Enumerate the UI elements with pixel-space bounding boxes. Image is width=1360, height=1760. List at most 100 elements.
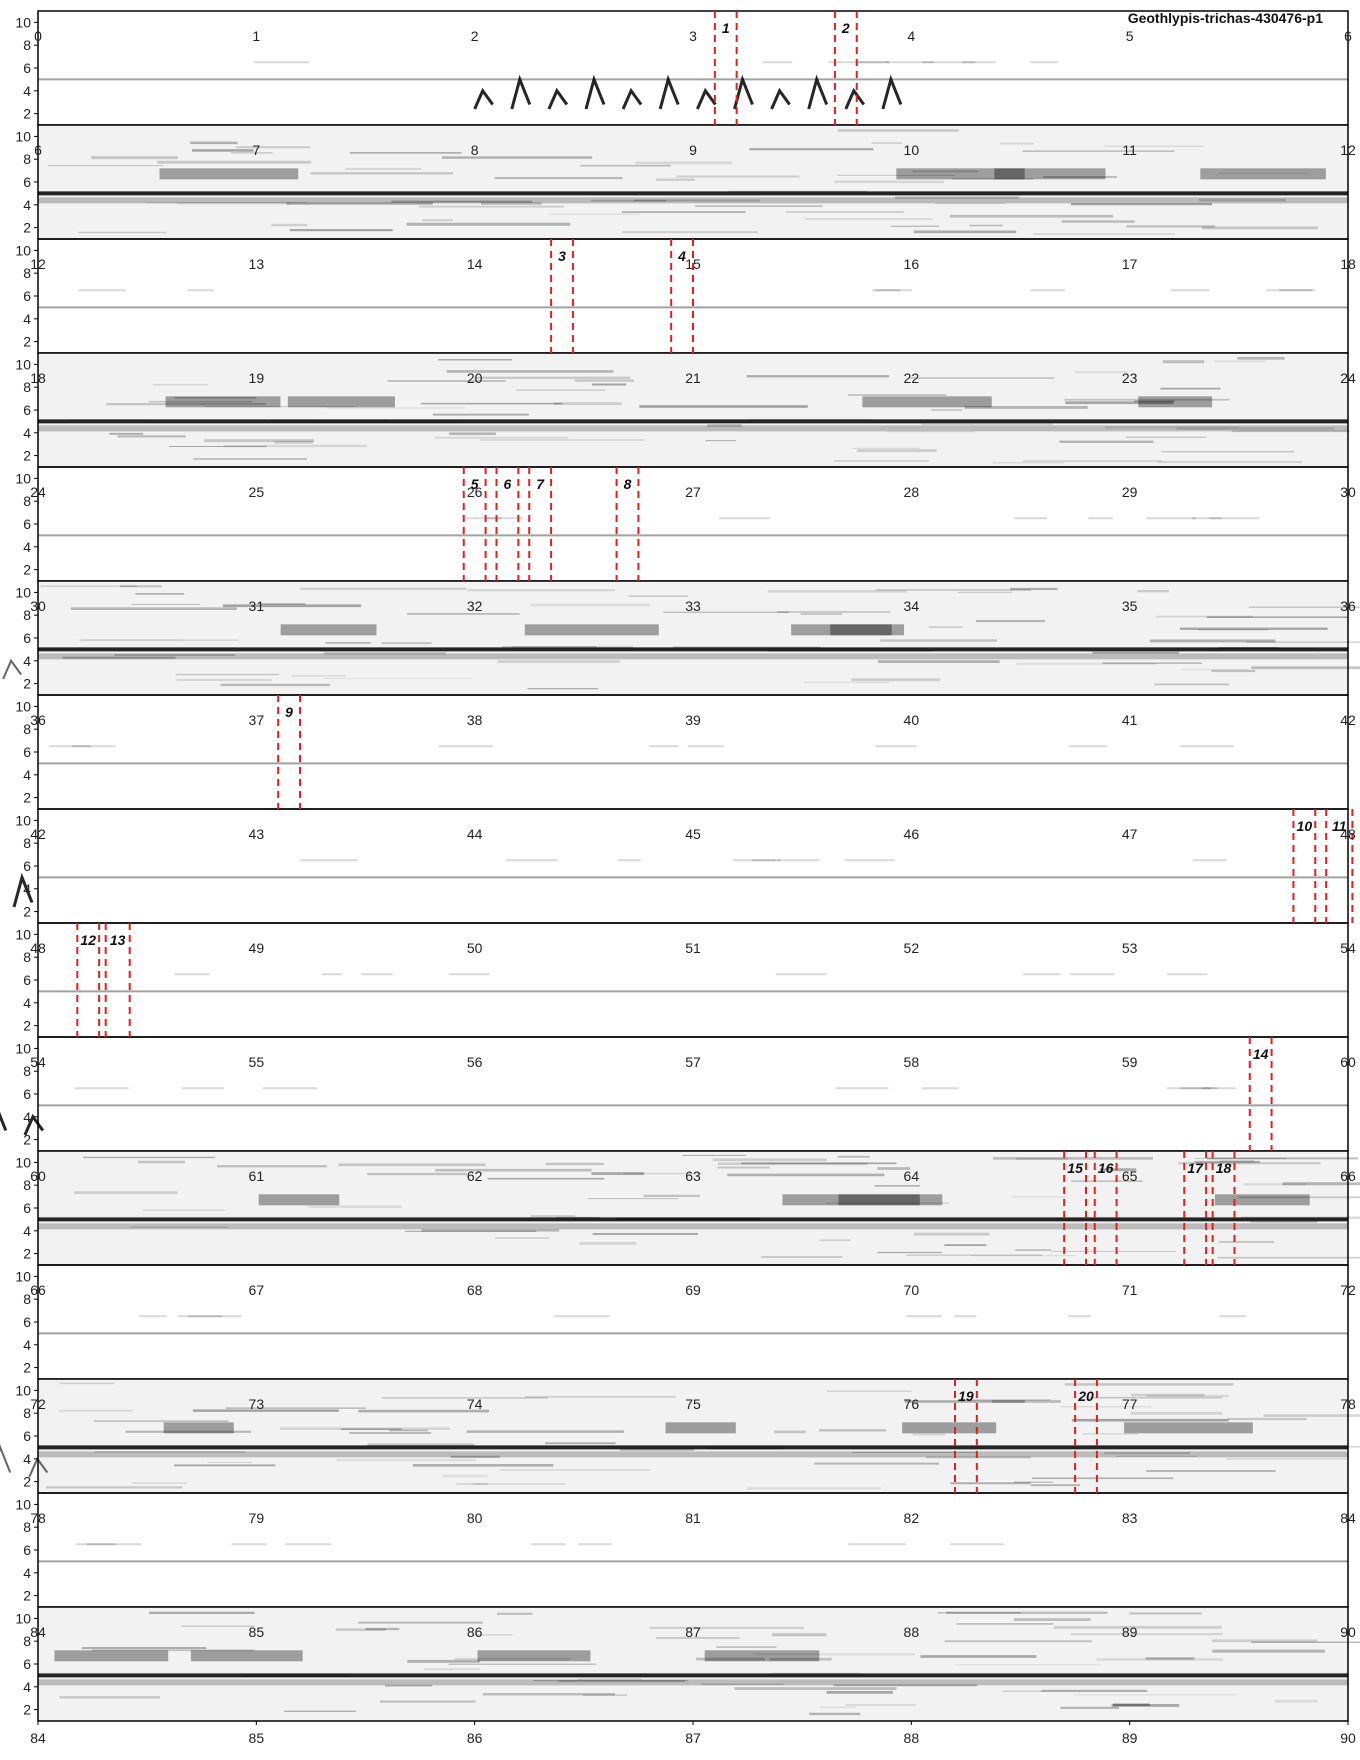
spectrogram-row xyxy=(37,1606,1360,1722)
y-tick-label: 10 xyxy=(15,1154,31,1170)
syllable-marker: 15 xyxy=(1063,1151,1087,1265)
x-tick-label: 23 xyxy=(1122,370,1138,386)
marker-label: 1 xyxy=(722,20,730,36)
syllable-marker: 5 xyxy=(462,467,487,581)
y-tick-label: 8 xyxy=(23,1291,31,1307)
spectrogram-row xyxy=(37,1492,1349,1608)
x-tick-label: 2 xyxy=(471,28,479,44)
y-tick-label: 4 xyxy=(23,653,31,669)
bottom-x-tick-label: 85 xyxy=(249,1730,265,1746)
syllable-marker: 4 xyxy=(670,239,694,353)
y-tick-label: 6 xyxy=(23,630,31,646)
marker-label: 6 xyxy=(504,476,512,492)
syllable-marker: 17 xyxy=(1183,1151,1208,1265)
y-tick-label: 4 xyxy=(23,1565,31,1581)
y-tick-label: 8 xyxy=(23,265,31,281)
syllable-marker: 2 xyxy=(833,11,858,125)
y-tick-label: 10 xyxy=(15,128,31,144)
y-tick-label: 2 xyxy=(23,1132,31,1148)
y-tick-label: 6 xyxy=(23,1314,31,1330)
x-tick-label: 35 xyxy=(1122,598,1138,614)
x-tick-label: 6 xyxy=(34,142,42,158)
y-tick-label: 2 xyxy=(23,1246,31,1262)
y-tick-label: 6 xyxy=(23,1428,31,1444)
marker-label: 3 xyxy=(558,248,566,264)
noise-background xyxy=(38,1607,1348,1721)
x-tick-label: 67 xyxy=(249,1282,265,1298)
x-tick-label: 43 xyxy=(249,826,265,842)
y-tick-label: 6 xyxy=(23,1656,31,1672)
marker-label: 2 xyxy=(841,20,850,36)
y-tick-label: 10 xyxy=(15,584,31,600)
x-tick-label: 78 xyxy=(1340,1396,1356,1412)
y-tick-label: 10 xyxy=(15,356,31,372)
spectrogram-row xyxy=(37,1264,1349,1380)
syllable-marker: 11 xyxy=(1325,809,1354,923)
x-tick-label: 52 xyxy=(904,940,920,956)
marker-label: 19 xyxy=(958,1388,974,1404)
x-tick-label: 40 xyxy=(904,712,920,728)
y-tick-label: 4 xyxy=(23,83,31,99)
x-tick-label: 47 xyxy=(1122,826,1138,842)
x-tick-label: 34 xyxy=(904,598,920,614)
y-tick-label: 2 xyxy=(23,676,31,692)
x-tick-label: 58 xyxy=(904,1054,920,1070)
x-tick-label: 26 xyxy=(467,484,483,500)
x-tick-label: 89 xyxy=(1122,1624,1138,1640)
x-tick-label: 18 xyxy=(1340,256,1356,272)
x-tick-label: 78 xyxy=(30,1510,46,1526)
spectrogram-row xyxy=(37,694,1349,810)
x-tick-label: 15 xyxy=(685,256,701,272)
noise-blob xyxy=(159,168,299,180)
song-note xyxy=(621,87,643,110)
song-note xyxy=(2,658,22,680)
x-tick-label: 42 xyxy=(30,826,46,842)
noise-blob xyxy=(1138,396,1213,408)
marker-label: 10 xyxy=(1297,818,1313,834)
y-tick-label: 6 xyxy=(23,972,31,988)
song-note xyxy=(473,87,494,110)
y-tick-label: 2 xyxy=(23,1702,31,1718)
y-tick-label: 2 xyxy=(23,106,31,122)
x-tick-label: 46 xyxy=(904,826,920,842)
y-tick-label: 8 xyxy=(23,721,31,737)
x-tick-label: 79 xyxy=(249,1510,265,1526)
marker-label: 5 xyxy=(471,476,479,492)
x-tick-label: 41 xyxy=(1122,712,1138,728)
y-tick-label: 8 xyxy=(23,835,31,851)
x-tick-label: 33 xyxy=(685,598,701,614)
spectrogram-row xyxy=(37,124,1349,240)
x-tick-label: 45 xyxy=(685,826,701,842)
noise-background xyxy=(38,353,1348,467)
x-tick-label: 12 xyxy=(1340,142,1356,158)
x-tick-label: 63 xyxy=(685,1168,701,1184)
x-tick-label: 60 xyxy=(30,1168,46,1184)
x-tick-label: 28 xyxy=(904,484,920,500)
x-tick-label: 1 xyxy=(252,28,260,44)
x-tick-label: 86 xyxy=(467,1624,483,1640)
bottom-x-tick-label: 87 xyxy=(685,1730,701,1746)
noise-background xyxy=(38,1151,1348,1265)
x-tick-label: 88 xyxy=(904,1624,920,1640)
x-tick-label: 71 xyxy=(1122,1282,1138,1298)
bottom-x-tick-label: 86 xyxy=(467,1730,483,1746)
noise-background xyxy=(38,125,1348,239)
x-tick-label: 62 xyxy=(467,1168,483,1184)
spectrogram-row xyxy=(37,238,1349,354)
x-tick-label: 66 xyxy=(1340,1168,1356,1184)
syllable-marker: 1 xyxy=(713,11,738,125)
x-tick-label: 82 xyxy=(904,1510,920,1526)
x-tick-label: 3 xyxy=(689,28,697,44)
y-tick-label: 10 xyxy=(15,242,31,258)
x-tick-label: 20 xyxy=(467,370,483,386)
marker-label: 17 xyxy=(1187,1160,1204,1176)
x-tick-label: 57 xyxy=(685,1054,701,1070)
marker-label: 4 xyxy=(677,248,686,264)
song-note xyxy=(547,87,569,110)
x-tick-label: 66 xyxy=(30,1282,46,1298)
song-note xyxy=(23,1113,45,1136)
bottom-x-tick-label: 89 xyxy=(1122,1730,1138,1746)
spectrogram-row xyxy=(0,1378,1360,1494)
